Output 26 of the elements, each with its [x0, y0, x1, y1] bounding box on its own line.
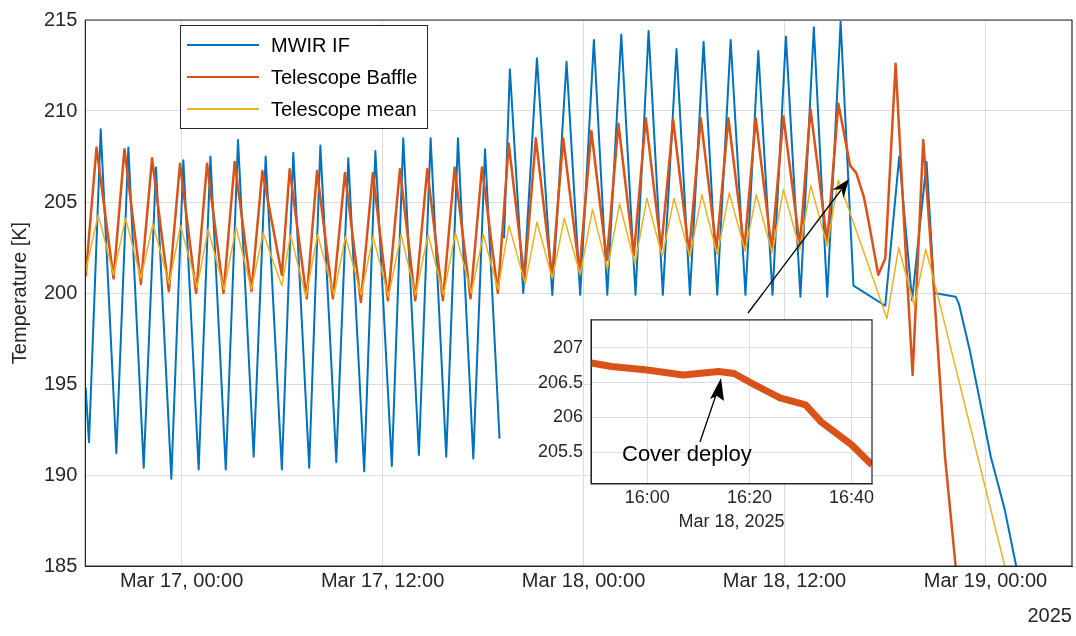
y-tick-label: 206.5 [538, 371, 584, 392]
legend-label: Telescope mean [271, 97, 417, 121]
legend-label: Telescope Baffle [271, 65, 418, 89]
x-tick-label: Mar 19, 00:00 [923, 568, 1048, 591]
x-tick-label: 16:40 [829, 486, 875, 507]
x-tick-label: 16:20 [726, 486, 772, 507]
y-tick-label: 215 [43, 7, 78, 30]
y-tick-label: 210 [43, 98, 78, 121]
y-tick-label: 205 [43, 189, 78, 212]
x-tick-label: Mar 18, 00:00 [521, 568, 646, 591]
x-tick-label: Mar 17, 00:00 [119, 568, 244, 591]
y-tick-label: 207 [553, 336, 584, 357]
x-tick-label: Mar 17, 12:00 [320, 568, 445, 591]
y-tick-label: 195 [43, 371, 78, 394]
x-axis-title: 2025 [1027, 603, 1072, 626]
annotation: Cover deploy [622, 441, 752, 467]
y-tick-label: 205.5 [538, 441, 584, 462]
x-tick-label: 16:00 [624, 486, 670, 507]
y-axis-title: Temperature [K] [7, 221, 30, 365]
y-tick-label: 206 [553, 406, 584, 427]
x-axis-title: Mar 18, 2025 [678, 511, 785, 532]
y-tick-label: 190 [43, 462, 78, 485]
y-tick-label: 200 [43, 280, 78, 303]
legend-label: MWIR IF [271, 33, 350, 57]
y-tick-label: 185 [43, 553, 78, 576]
x-tick-label: Mar 18, 12:00 [722, 568, 847, 591]
